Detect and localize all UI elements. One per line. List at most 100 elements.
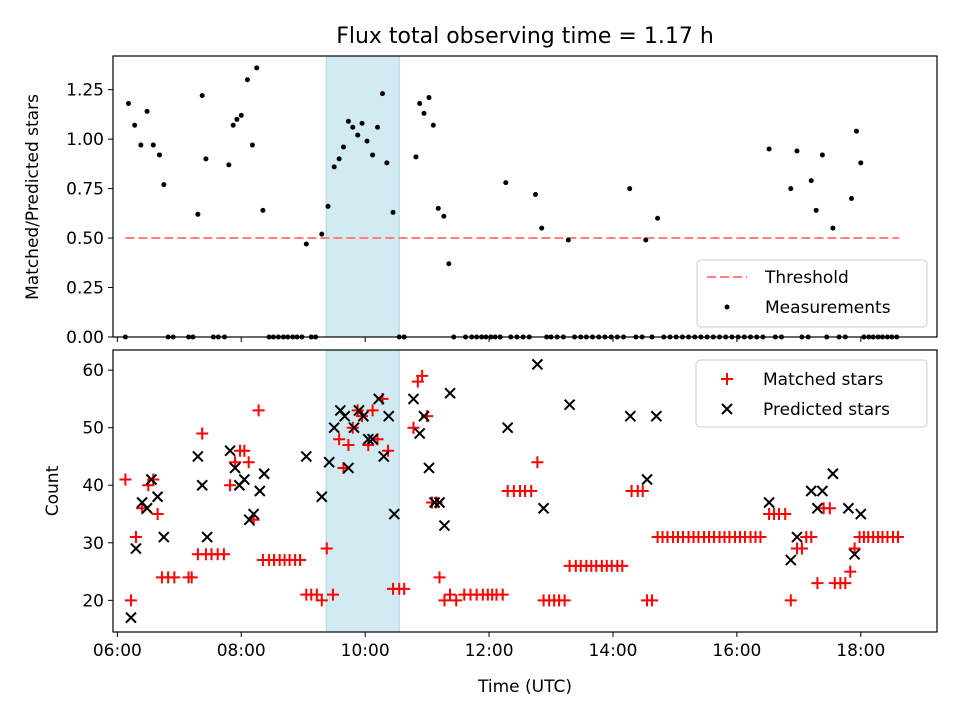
predicted-star-point: [388, 508, 400, 520]
predicted-star-point: [531, 358, 544, 371]
predicted-star-point: [323, 456, 335, 468]
predicted-star-point: [816, 485, 829, 497]
top-y-tick-label: 0.75: [66, 180, 104, 200]
matched-star-point: [636, 485, 649, 497]
predicted-star-point: [366, 433, 379, 445]
matched-star-point: [217, 548, 230, 561]
matched-star-point: [315, 594, 328, 607]
measurement-point: [503, 180, 509, 186]
bottom-plot-frame: [112, 349, 938, 633]
top-y-axis-label: Matched/Predicted stars: [23, 94, 43, 300]
matched-star-point: [252, 404, 265, 417]
x-tick-label: 14:00: [588, 641, 637, 661]
predicted-star-point: [423, 462, 435, 474]
matched-star-point: [795, 542, 808, 555]
predicted-star-point: [641, 473, 653, 486]
matched-star-point: [124, 594, 137, 607]
top-y-tick-label: 0.00: [66, 328, 104, 348]
matched-star-point: [129, 531, 142, 544]
predicted-star-point: [855, 508, 867, 520]
matched-star-point: [848, 542, 861, 555]
predicted-star-point: [842, 502, 855, 514]
x-tick-label: 16:00: [712, 641, 761, 661]
predicted-star-point: [125, 611, 137, 624]
predicted-star-point: [258, 468, 270, 480]
matched-star-point: [407, 421, 420, 434]
predicted-star-point: [254, 485, 266, 497]
matched-star-point: [151, 508, 164, 521]
predicted-star-point: [130, 542, 142, 555]
predicted-star-point: [348, 421, 360, 434]
predicted-star-point: [378, 450, 390, 463]
x-tick-label: 06:00: [93, 641, 142, 661]
matched-star-point: [450, 594, 463, 607]
top-y-tick-label: 0.25: [66, 279, 104, 299]
bottom-legend: Matched stars Predicted stars: [695, 359, 928, 428]
matched-stars-series: [119, 369, 904, 607]
bottom-panel: 20 30 40 50 60 06:00 08:00 10:00 12:00 14:00 16:0…: [43, 349, 938, 697]
measurement-point: [161, 182, 167, 188]
predicted-star-point: [243, 514, 256, 526]
matched-star-point: [342, 438, 355, 451]
top-y-tick-label: 1.25: [66, 81, 104, 101]
matched-star-point: [754, 531, 767, 544]
predicted-star-point: [407, 393, 420, 405]
measurement-point: [788, 186, 794, 192]
measurement-point: [819, 152, 825, 158]
matched-star-point: [416, 369, 429, 382]
predicted-star-point: [785, 554, 797, 566]
top-panel: 0.00 0.25 0.50 0.75 1.00 1.25 Matched/Predict…: [23, 55, 938, 348]
matched-star-point: [844, 565, 857, 578]
x-tick-label: 12:00: [465, 641, 514, 661]
measurement-point: [565, 237, 571, 243]
top-y-tick-label: 1.00: [66, 130, 104, 150]
measurement-point: [234, 116, 240, 122]
legend-predicted-swatch: [721, 403, 733, 415]
measurement-point: [125, 100, 131, 106]
measurement-point: [539, 225, 545, 231]
predicted-star-point: [811, 502, 824, 514]
predicted-star-point: [353, 404, 365, 417]
bottom-y-tick-label: 60: [82, 361, 104, 381]
measurement-point: [643, 237, 649, 243]
predicted-star-point: [501, 421, 514, 434]
matched-star-point: [196, 427, 209, 440]
predicted-star-point: [328, 421, 340, 434]
measurement-point: [813, 207, 819, 213]
predicted-star-point: [805, 485, 817, 497]
measurement-point: [380, 91, 386, 97]
matched-star-point: [438, 594, 451, 607]
x-tick-label: 08:00: [217, 641, 266, 661]
measurement-point: [766, 146, 772, 152]
x-tick-label: 18:00: [836, 641, 885, 661]
matched-star-point: [238, 444, 251, 457]
predicted-stars-series: [125, 358, 867, 624]
measurement-point: [370, 152, 376, 158]
measurement-point: [340, 144, 346, 150]
measurement-point: [144, 108, 150, 114]
matched-star-point: [294, 554, 307, 567]
matched-star-point: [646, 594, 659, 607]
measurement-point: [426, 95, 432, 101]
predicted-star-point: [339, 410, 351, 422]
predicted-star-point: [433, 496, 446, 509]
matched-star-point: [531, 456, 544, 469]
measurement-point: [249, 142, 255, 148]
measurement-point: [446, 261, 452, 267]
matched-star-point: [333, 433, 346, 446]
matched-star-point: [444, 588, 457, 601]
matched-star-point: [168, 571, 181, 584]
matched-star-point: [326, 588, 339, 601]
measurement-point: [830, 225, 836, 231]
predicted-star-point: [827, 468, 839, 480]
matched-star-point: [119, 473, 132, 486]
predicted-star-point: [342, 462, 355, 474]
measurement-point: [260, 207, 266, 213]
predicted-star-point: [151, 491, 164, 503]
predicted-star-point: [201, 531, 213, 543]
measurement-point: [238, 112, 244, 118]
measurement-point: [336, 156, 342, 162]
matched-star-point: [784, 594, 797, 607]
matched-star-point: [839, 577, 852, 590]
